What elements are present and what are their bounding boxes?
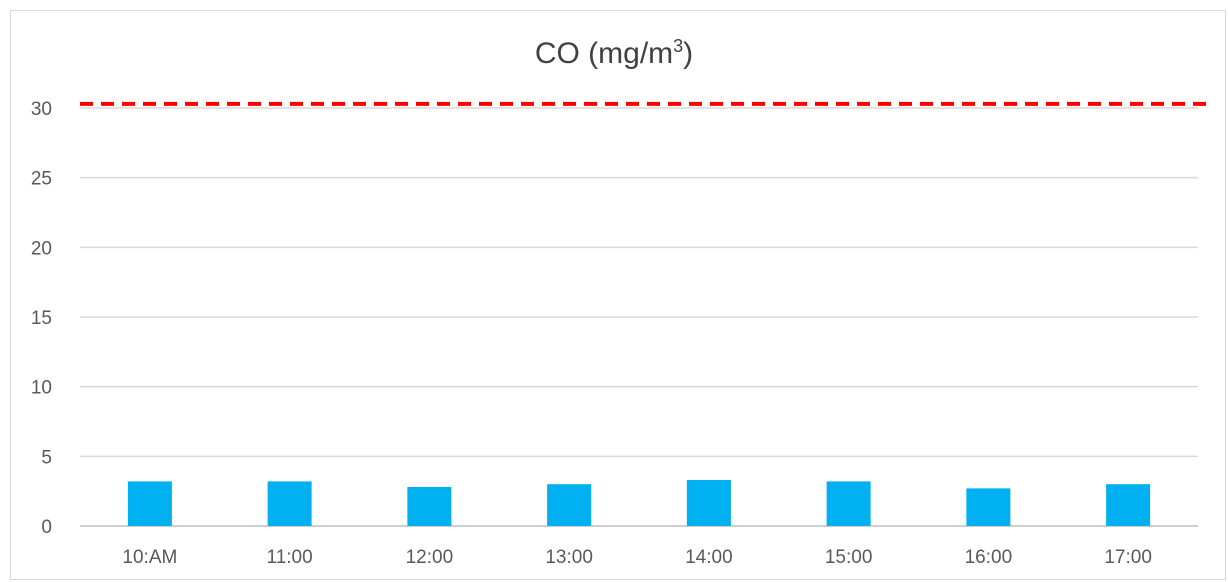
- x-axis: 10:AM 11:00 12:00 13:00 14:00 15:00 16:00 17:00: [122, 547, 1151, 568]
- bars: [128, 480, 1150, 526]
- bar: [407, 487, 451, 526]
- x-tick-label: 17:00: [1104, 547, 1152, 568]
- x-tick-label: 16:00: [965, 547, 1013, 568]
- gridlines: [80, 108, 1198, 526]
- y-tick-label: 10: [31, 378, 52, 399]
- y-tick-label: 15: [31, 308, 52, 329]
- bar: [687, 480, 731, 526]
- bar: [827, 481, 871, 526]
- y-tick-label: 30: [31, 99, 52, 120]
- y-tick-label: 5: [41, 447, 52, 468]
- x-tick-label: 14:00: [685, 547, 733, 568]
- bar: [268, 481, 312, 526]
- bar: [1106, 484, 1150, 526]
- bar: [966, 488, 1010, 526]
- x-tick-label: 12:00: [406, 547, 454, 568]
- x-tick-label: 13:00: [545, 547, 593, 568]
- y-tick-label: 0: [41, 517, 52, 538]
- bar: [128, 481, 172, 526]
- x-tick-label: 15:00: [825, 547, 873, 568]
- x-tick-label: 10:AM: [122, 547, 177, 568]
- bar: [547, 484, 591, 526]
- y-tick-label: 20: [31, 238, 52, 259]
- y-tick-label: 25: [31, 169, 52, 190]
- y-axis: 0 5 10 15 20 25 30: [31, 99, 52, 538]
- x-tick-label: 11:00: [267, 547, 313, 568]
